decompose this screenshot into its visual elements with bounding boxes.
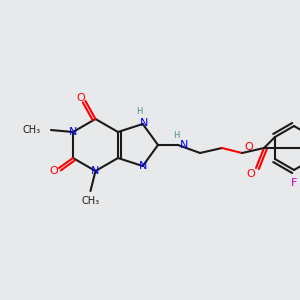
Text: F: F <box>291 178 297 188</box>
Text: N: N <box>91 166 100 176</box>
Text: O: O <box>76 93 85 103</box>
Text: N: N <box>140 118 148 128</box>
Text: N: N <box>180 140 188 150</box>
Text: H: H <box>173 130 179 140</box>
Text: CH₃: CH₃ <box>23 125 41 135</box>
Text: O: O <box>244 142 253 152</box>
Text: H: H <box>136 107 143 116</box>
Text: N: N <box>139 161 147 171</box>
Text: O: O <box>247 169 255 179</box>
Text: O: O <box>50 166 58 176</box>
Text: CH₃: CH₃ <box>81 196 100 206</box>
Text: N: N <box>69 127 77 137</box>
